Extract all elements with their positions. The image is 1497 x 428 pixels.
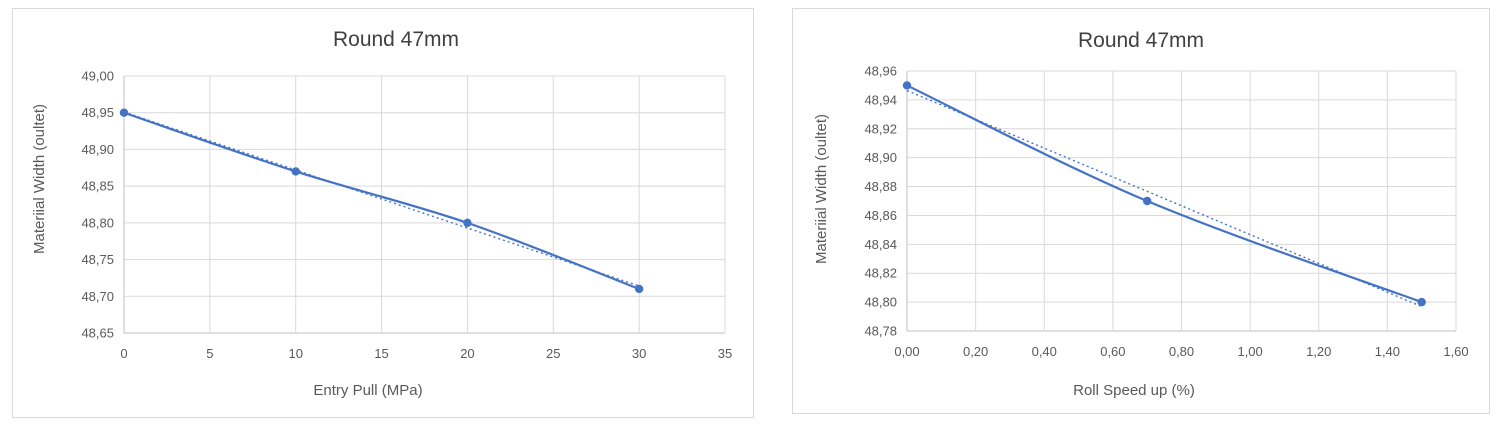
x-tick-label: 35 [718, 346, 732, 361]
x-tick-label: 0 [120, 346, 127, 361]
data-point [634, 284, 644, 294]
x-tick-label: 25 [546, 346, 560, 361]
data-point [291, 167, 300, 176]
trendline [123, 111, 640, 287]
x-tick-label: 0,40 [1032, 344, 1057, 359]
y-tick-label: 48,65 [81, 326, 114, 341]
data-point [1417, 297, 1426, 307]
y-tick-label: 48,95 [81, 105, 114, 120]
y-axis-title: Materiial Width (oultet) [813, 114, 830, 264]
chart-title: Round 47mm [333, 28, 459, 51]
data-point [119, 108, 129, 117]
x-tick-label: 1,40 [1375, 344, 1400, 359]
y-tick-label: 48,92 [864, 121, 897, 136]
x-tick-label: 0,20 [963, 344, 988, 359]
chart-title: Round 47mm [1078, 29, 1204, 52]
entry-pull-chart-svg: Round 47mm Entry Pull (MPa) Materiial Wi… [31, 28, 732, 399]
chart-panel-entry-pull: Round 47mm Entry Pull (MPa) Materiial Wi… [12, 8, 754, 418]
y-tick-label: 48,82 [864, 266, 897, 281]
x-tick-label: 10 [288, 346, 302, 361]
y-tick-label: 48,80 [864, 295, 897, 310]
y-tick-label: 49,00 [81, 69, 114, 84]
x-tick-label: 15 [374, 346, 388, 361]
y-tick-label: 48,86 [864, 208, 897, 223]
x-tick-label: 1,20 [1306, 344, 1331, 359]
y-tick-label: 48,96 [864, 64, 897, 79]
y-tick-label: 48,90 [864, 150, 897, 165]
y-tick-label: 48,94 [864, 92, 897, 107]
y-tick-label: 48,78 [864, 324, 897, 339]
y-tick-label: 48,90 [81, 142, 114, 157]
x-tick-label: 5 [206, 346, 213, 361]
y-tick-label: 48,75 [81, 252, 114, 267]
x-tick-label: 20 [460, 346, 474, 361]
chart-panel-roll-speed: Round 47mm Roll Speed up (%) Materiial W… [792, 8, 1490, 414]
x-tick-label: 30 [632, 346, 646, 361]
x-tick-label: 0,80 [1169, 344, 1194, 359]
series-line [123, 111, 640, 290]
x-tick-label: 0,60 [1100, 344, 1125, 359]
x-tick-label: 0,00 [894, 344, 919, 359]
y-axis-title: Materiial Width (oultet) [31, 104, 48, 254]
data-point [902, 81, 912, 90]
data-point [1142, 196, 1152, 206]
series-line [906, 84, 1423, 304]
x-axis-title: Entry Pull (MPa) [313, 382, 422, 399]
y-tick-label: 48,80 [81, 215, 114, 230]
roll-speed-chart-svg: Round 47mm Roll Speed up (%) Materiial W… [813, 29, 1469, 399]
x-tick-label: 1,00 [1237, 344, 1262, 359]
x-axis-title: Roll Speed up (%) [1073, 382, 1195, 399]
y-tick-label: 48,84 [864, 237, 897, 252]
y-tick-label: 48,88 [864, 179, 897, 194]
y-tick-label: 48,70 [81, 289, 114, 304]
x-tick-label: 1,60 [1443, 344, 1468, 359]
y-tick-label: 48,85 [81, 179, 114, 194]
data-point [463, 218, 472, 228]
